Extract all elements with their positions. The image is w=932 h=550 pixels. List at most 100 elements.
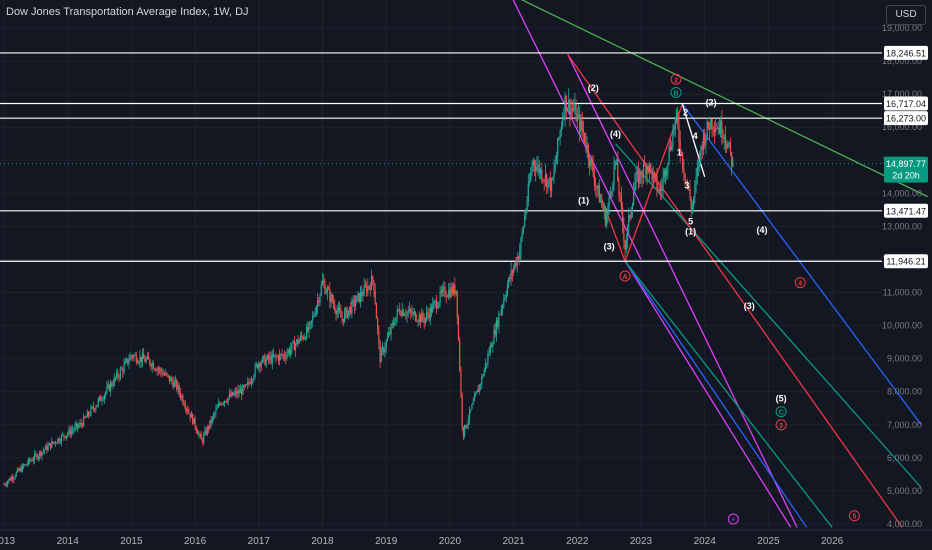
candle-body	[342, 318, 344, 322]
candle-body	[634, 182, 636, 192]
candle-body	[388, 332, 390, 338]
candle-body	[172, 381, 174, 388]
candle-body	[49, 443, 52, 448]
candle-body	[427, 312, 429, 315]
candle-body	[701, 146, 703, 150]
wave-label: (4)	[757, 225, 768, 235]
candle-body	[668, 146, 670, 163]
candle-body	[629, 215, 631, 218]
candle-body	[581, 120, 583, 130]
candle-body	[7, 481, 9, 485]
candle-body	[671, 146, 673, 150]
candle-body	[179, 392, 181, 398]
candle-body	[132, 355, 134, 358]
candle-body	[72, 430, 74, 432]
candle-body	[25, 464, 27, 466]
horizontal-levels	[0, 52, 882, 262]
candle-body	[727, 144, 729, 149]
candle-body	[582, 129, 585, 133]
level-badge-label: 13,471.47	[886, 206, 926, 216]
candle-body	[296, 339, 298, 344]
candle-body	[147, 356, 150, 360]
candle-body	[243, 385, 245, 387]
candle-body	[81, 424, 83, 426]
candle-body	[588, 159, 591, 167]
candle-body	[238, 390, 240, 393]
candle-body	[586, 145, 588, 149]
wave-label: 1	[677, 147, 682, 157]
candle-body	[62, 434, 64, 436]
candle-body	[67, 433, 69, 436]
candle-body	[607, 206, 609, 216]
current-price-badge: 14,897.77 2d 20h	[884, 156, 928, 183]
candle-body	[258, 363, 260, 369]
candle-body	[345, 308, 347, 313]
candle-body	[702, 134, 705, 150]
candle-body	[351, 300, 353, 314]
candle-body	[253, 375, 255, 380]
candle-body	[706, 121, 708, 138]
candle-body	[673, 129, 675, 131]
candle-body	[455, 290, 457, 295]
candle-body	[184, 405, 186, 409]
candle-body	[280, 354, 282, 356]
candle-body	[484, 363, 487, 370]
level-badge-bg	[884, 254, 928, 269]
candle-body	[211, 416, 213, 424]
candle-body	[223, 401, 226, 404]
candle-body	[11, 477, 14, 480]
candle-body	[489, 345, 491, 354]
candle-body	[129, 356, 131, 361]
candle-body	[161, 371, 163, 375]
candle-body	[419, 315, 422, 322]
y-tick-label: 11,000.00	[883, 288, 922, 298]
candle-body	[713, 129, 716, 132]
candle-body	[187, 409, 189, 412]
candle-body	[305, 326, 308, 339]
currency-button[interactable]: USD	[886, 5, 926, 25]
x-tick-label: 2024	[694, 536, 717, 547]
candle-body	[231, 392, 233, 397]
candle-body	[537, 164, 539, 167]
x-tick-label: 2026	[821, 536, 844, 547]
candle-body	[426, 312, 428, 318]
candle-body	[359, 292, 362, 303]
candle-body	[252, 379, 254, 381]
candle-body	[3, 484, 5, 486]
candle-body	[350, 306, 352, 314]
candle-body	[286, 353, 288, 359]
candle-body	[438, 302, 440, 307]
candle-body	[189, 412, 191, 418]
x-tick-label: 2013	[0, 536, 16, 547]
candle-body	[554, 163, 556, 169]
candle-body	[612, 184, 614, 192]
candle-body	[697, 167, 700, 168]
candle-body	[332, 301, 335, 305]
candle-body	[207, 426, 210, 429]
candle-body	[460, 370, 462, 395]
candle-body	[513, 267, 515, 274]
candle-body	[84, 416, 86, 418]
candle-body	[204, 430, 206, 435]
candle-body	[650, 163, 652, 170]
candle-body	[63, 434, 65, 437]
candle-body	[678, 124, 680, 142]
candle-body	[506, 285, 509, 295]
candle-body	[685, 180, 687, 182]
candle-body	[194, 418, 196, 428]
candle-body	[69, 429, 71, 435]
price-badge-value: 14,897.77	[886, 159, 926, 169]
candle-body	[498, 314, 500, 327]
candle-body	[329, 289, 331, 302]
candle-body	[522, 226, 524, 232]
candle-body	[548, 177, 550, 180]
candle-body	[14, 476, 16, 478]
candle-body	[514, 262, 516, 268]
candle-body	[675, 111, 678, 118]
candle-body	[547, 179, 549, 188]
candle-body	[648, 163, 651, 172]
candle-body	[663, 170, 665, 178]
time-axis[interactable]: 2013 2014 2015 2016 2017 2018 2019 2020 2021 2022…	[0, 529, 932, 547]
candle-body	[245, 384, 248, 386]
